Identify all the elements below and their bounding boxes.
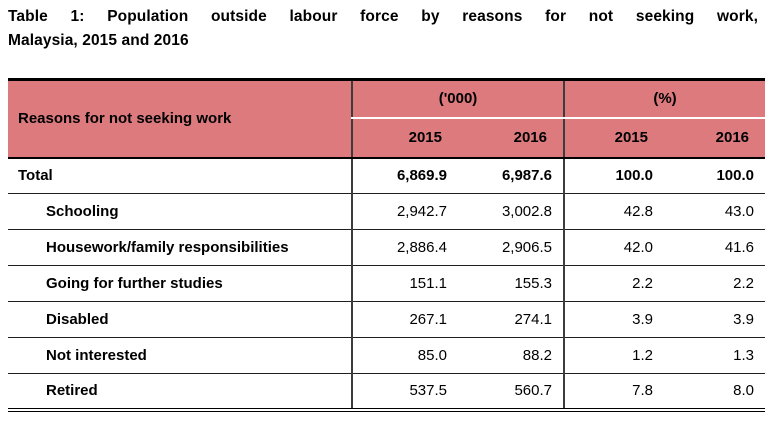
column-header-year-2016-thousands: 2016 <box>458 117 564 159</box>
column-header-year-2015-percent: 2015 <box>563 117 664 159</box>
table-row-housework: Housework/family responsibilities 2,886.… <box>8 229 766 266</box>
value-cell: 1.3 <box>664 337 766 374</box>
value-cell: 537.5 <box>351 373 458 410</box>
value-cell: 2.2 <box>563 265 664 302</box>
row-label: Housework/family responsibilities <box>8 229 352 266</box>
value-cell: 3,002.8 <box>458 193 564 230</box>
column-header-reasons: Reasons for not seeking work <box>8 79 352 159</box>
value-cell: 2,906.5 <box>458 229 564 266</box>
header-year-row: 2015 2016 2015 2016 <box>8 117 766 159</box>
value-cell: 560.7 <box>514 382 552 400</box>
value-cell: 88.2 <box>458 337 564 374</box>
row-label: Total <box>8 157 352 194</box>
table-title-line2: Malaysia, 2015 and 2016 <box>8 32 189 50</box>
column-group-percent: (%) <box>562 79 766 119</box>
column-header-year-2015-thousands: 2015 <box>351 117 458 159</box>
row-label: Schooling <box>8 193 352 230</box>
value-cell: 1.2 <box>563 337 664 374</box>
value-cell: 2.2 <box>664 265 766 302</box>
value-cell: 274.1 <box>458 301 564 338</box>
table-row-total: Total 6,869.9 6,987.6 100.0 100.0 <box>8 157 766 194</box>
table-row-not-interested: Not interested 85.0 88.2 1.2 1.3 <box>8 337 766 374</box>
table-row-further-studies: Going for further studies 151.1 155.3 2.… <box>8 265 766 302</box>
table-row-disabled: Disabled 267.1 274.1 3.9 3.9 <box>8 301 766 338</box>
population-outside-labour-force-table: Reasons for not seeking work ('000) (%) … <box>8 78 766 412</box>
column-header-year-2016-percent: 2016 <box>664 117 766 159</box>
value-cell: 7.8 <box>563 373 664 410</box>
value-cell: 6,987.6 <box>458 157 564 194</box>
value-cell: 3.9 <box>664 301 766 338</box>
value-cell: 3.9 <box>563 301 664 338</box>
table-header: Reasons for not seeking work ('000) (%) … <box>8 79 766 159</box>
table-row-schooling: Schooling 2,942.7 3,002.8 42.8 43.0 <box>8 193 766 230</box>
value-cell: 2,942.7 <box>351 193 458 230</box>
table-title-line1: Table 1: Population outside labour force… <box>8 8 758 25</box>
value-cell: 155.3 <box>458 265 564 302</box>
row-label: Retired <box>46 382 98 400</box>
value-cell: 42.8 <box>563 193 664 230</box>
value-cell: 85.0 <box>351 337 458 374</box>
header-group-row: Reasons for not seeking work ('000) (%) <box>8 79 766 159</box>
value-cell: 42.0 <box>563 229 664 266</box>
value-cell: 100.0 <box>664 157 766 194</box>
table-title: Table 1: Population outside labour force… <box>8 5 758 53</box>
row-label: Disabled <box>8 301 352 338</box>
value-cell: 100.0 <box>563 157 664 194</box>
row-label: Not interested <box>8 337 352 374</box>
value-cell: 6,869.9 <box>351 157 458 194</box>
column-group-thousands: ('000) <box>351 79 564 119</box>
value-cell: 267.1 <box>351 301 458 338</box>
value-cell: 2,886.4 <box>351 229 458 266</box>
value-cell: 43.0 <box>664 193 766 230</box>
value-cell: 151.1 <box>351 265 458 302</box>
value-cell: 8.0 <box>733 382 755 400</box>
table-body: Total 6,869.9 6,987.6 100.0 100.0 School… <box>8 157 766 410</box>
table-row-retired: Retired 537.5 560.7 7.8 8.0 <box>8 373 765 410</box>
row-label: Going for further studies <box>8 265 352 302</box>
value-cell: 41.6 <box>664 229 766 266</box>
